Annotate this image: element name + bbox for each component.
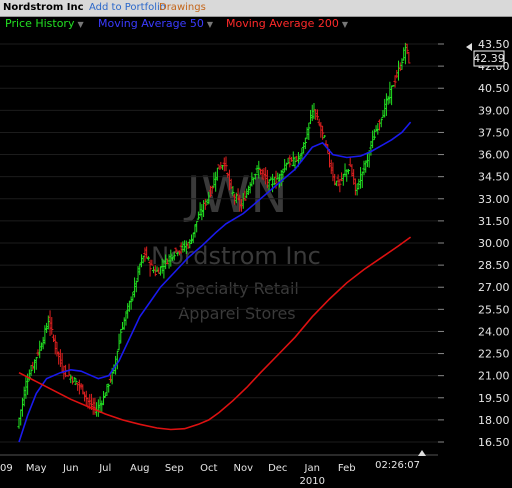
y-tick-label: 21.00	[478, 370, 510, 383]
grid	[0, 43, 438, 443]
ma200-line	[18, 236, 412, 431]
x-tick-label: Nov	[233, 463, 253, 474]
dropdown-triangle-icon: ▼	[77, 20, 84, 29]
chart-toolbar: Nordstrom Inc Add to Portfolio Drawings	[0, 0, 512, 17]
y-tick-label: 39.00	[478, 104, 510, 117]
y-tick-label: 25.50	[478, 303, 510, 316]
y-tick-label: 31.50	[478, 215, 510, 228]
ma50-line	[18, 121, 412, 443]
y-tick-label: 19.50	[478, 392, 510, 405]
x-tick-label: Jan	[304, 463, 320, 474]
y-tick-label: 28.50	[478, 259, 510, 272]
dropdown-triangle-icon: ▼	[206, 20, 214, 29]
watermark-industry: Apparel Stores	[178, 304, 295, 323]
watermark: JWN Nordstrom Inc Specialty Retail Appar…	[151, 166, 321, 323]
y-tick-label: 40.50	[478, 82, 510, 95]
scroll-up-arrow-icon[interactable]	[466, 43, 472, 51]
chart-legend: Price History ▼ Moving Average 50 ▼ Moving…	[0, 16, 512, 32]
add-to-portfolio-link[interactable]: Add to Portfolio	[89, 2, 166, 13]
legend-ma50-label: Moving Average 50	[98, 17, 204, 30]
watermark-sector: Specialty Retail	[175, 279, 299, 298]
drawings-link[interactable]: Drawings	[159, 2, 206, 13]
y-tick-label: 18.00	[478, 414, 510, 427]
x-tick-label: 09	[0, 463, 13, 474]
x-tick-label: Oct	[200, 463, 217, 474]
y-tick-label: 16.50	[478, 436, 510, 449]
moving-average-lines	[18, 121, 412, 443]
legend-price-label: Price History	[5, 17, 75, 30]
y-axis-ticks: 16.50 18.00 19.50 21.00 22.50 24.00 25.50 27.00…	[438, 38, 510, 449]
last-price-box: 42.39	[473, 50, 505, 67]
legend-ma200-label: Moving Average 200	[226, 17, 339, 30]
y-tick-label: 24.00	[478, 325, 510, 338]
x-tick-label: Dec	[268, 463, 287, 474]
x-tick-label: Aug	[130, 463, 150, 474]
y-tick-label: 27.00	[478, 281, 510, 294]
legend-moving-average-200[interactable]: Moving Average 200 ▼	[226, 16, 348, 33]
x-tick-label: May	[26, 463, 47, 474]
y-tick-label: 37.50	[478, 126, 510, 139]
price-bars	[17, 42, 411, 429]
scroll-right-arrow-icon[interactable]	[418, 450, 426, 456]
timestamp: 02:26:07	[375, 460, 420, 471]
y-tick-label: 36.00	[478, 149, 510, 162]
x-tick-label: Sep	[165, 463, 184, 474]
legend-moving-average-50[interactable]: Moving Average 50 ▼	[98, 16, 213, 33]
x-tick-label: Jun	[62, 463, 79, 474]
y-tick-label: 22.50	[478, 348, 510, 361]
y-tick-label: 34.50	[478, 171, 510, 184]
dropdown-triangle-icon: ▼	[341, 20, 349, 29]
watermark-company: Nordstrom Inc	[151, 242, 321, 270]
x-tick-label: Jul	[98, 463, 111, 474]
y-tick-label: 30.00	[478, 237, 510, 250]
x-year-label: 2010	[300, 476, 325, 487]
y-tick-label: 43.50	[478, 38, 510, 51]
legend-price-history[interactable]: Price History ▼	[5, 16, 84, 33]
company-name: Nordstrom Inc	[3, 2, 84, 13]
y-tick-label: 33.00	[478, 193, 510, 206]
x-tick-label: Feb	[338, 463, 356, 474]
last-price-value: 42.39	[473, 52, 505, 65]
x-axis-ticks: 09 May Jun Jul Aug Sep Oct Nov Dec Jan Feb 2010	[0, 463, 356, 487]
